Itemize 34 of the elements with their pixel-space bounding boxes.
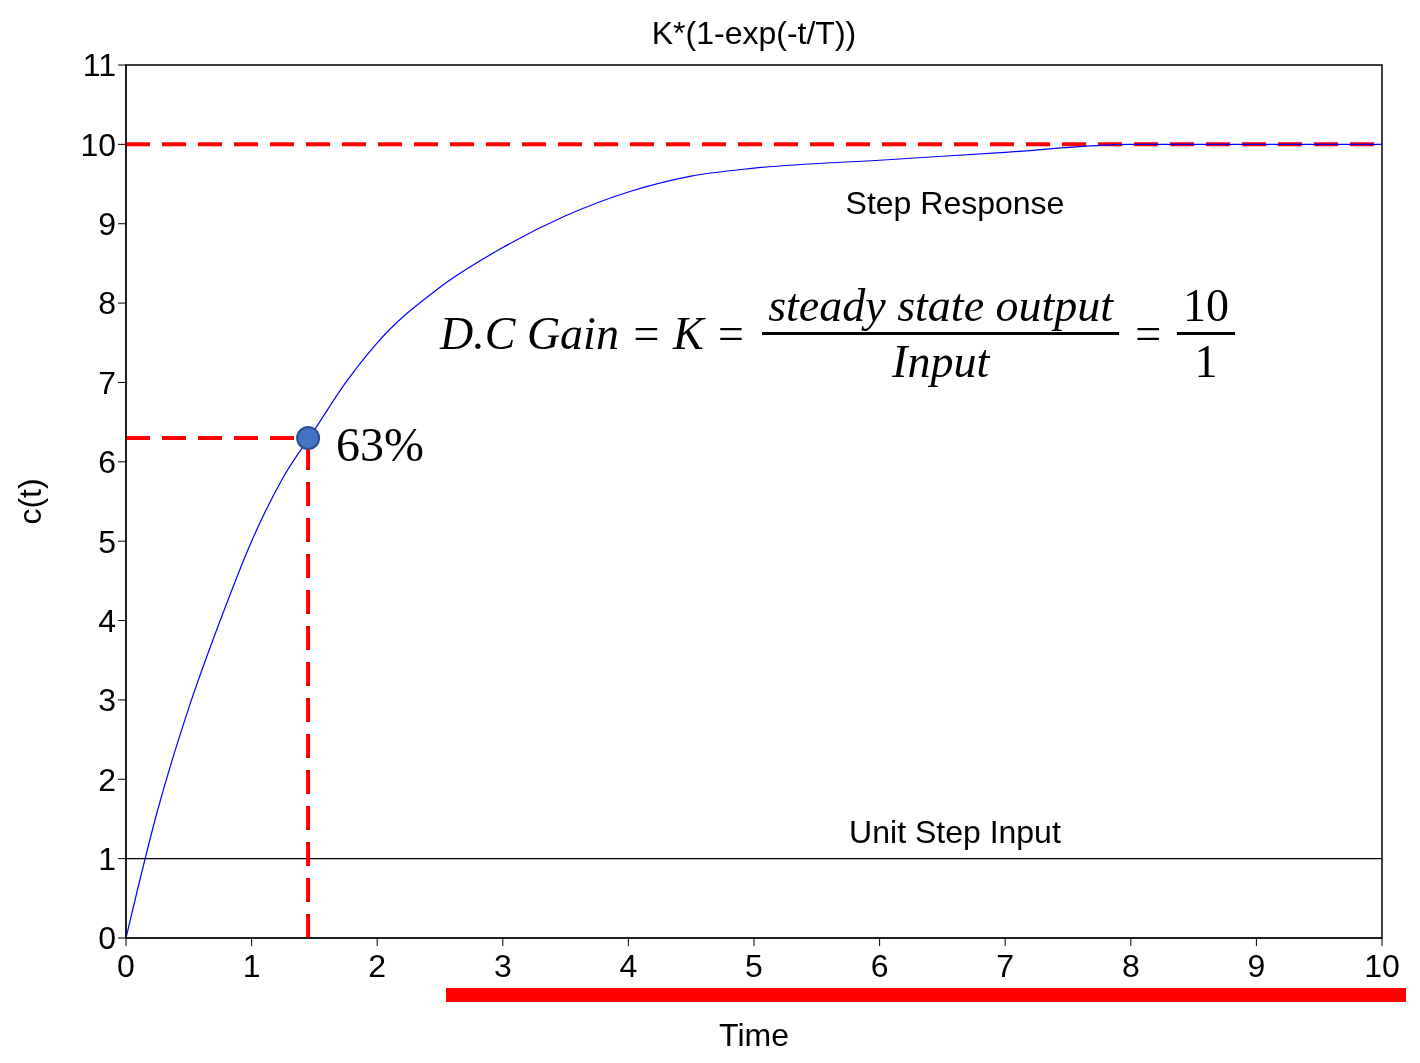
series-label: Unit Step Input	[849, 813, 1061, 850]
y-tick-label: 5	[98, 523, 116, 560]
y-tick-label: 0	[98, 920, 116, 957]
y-tick-label: 7	[98, 364, 116, 401]
y-tick-label: 6	[98, 444, 116, 481]
x-tick-label: 4	[619, 947, 638, 984]
y-tick-label: 9	[98, 206, 116, 243]
x-tick-label: 10	[1364, 947, 1400, 984]
y-tick-label: 3	[98, 682, 116, 719]
x-tick-label: 3	[493, 947, 512, 984]
annotation: Input	[891, 335, 991, 389]
annotation: D.C Gain = K =	[440, 307, 747, 361]
annotation: steady state output	[762, 279, 1120, 336]
annotation: =	[1135, 307, 1162, 361]
y-tick-label: 11	[82, 47, 116, 84]
y-tick-label: 10	[80, 126, 116, 163]
x-axis-title: Time	[719, 1017, 789, 1053]
x-tick-label: 6	[870, 947, 889, 984]
series-label: Step Response	[845, 185, 1065, 222]
y-tick-label: 8	[98, 285, 116, 322]
chart-title: K*(1-exp(-t/T))	[651, 15, 857, 51]
annotation: 63%	[336, 418, 425, 472]
y-tick-label: 2	[98, 761, 116, 798]
x-tick-label: 8	[1121, 947, 1140, 984]
y-tick-label: 4	[98, 602, 116, 639]
x-tick-label: 5	[745, 947, 763, 984]
annotation: 1	[1193, 335, 1219, 389]
y-tick-label: 1	[98, 841, 116, 877]
annotation: 10	[1177, 279, 1236, 336]
x-tick-label: 7	[996, 947, 1015, 984]
x-tick-label: 2	[368, 947, 387, 984]
x-tick-label: 1	[242, 947, 261, 984]
y-axis-title: c(t)	[12, 478, 49, 525]
x-tick-label: 9	[1247, 947, 1266, 984]
